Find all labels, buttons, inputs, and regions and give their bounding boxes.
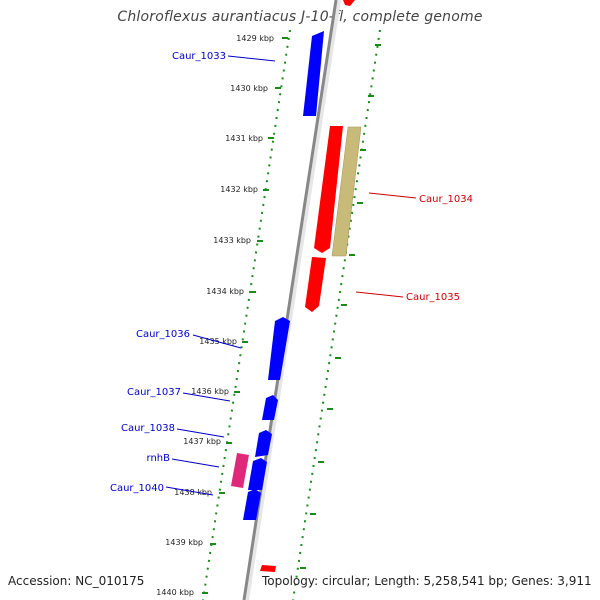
inner-dotted-track xyxy=(202,29,291,600)
gene-features xyxy=(231,0,362,572)
gene-arrow-rnhb[interactable] xyxy=(231,453,249,488)
gene-label[interactable]: Caur_1033 xyxy=(172,51,226,62)
gene-arrow-reverse-partial[interactable] xyxy=(343,0,355,6)
outer-scale-marks xyxy=(300,44,381,569)
map-title: Chloroflexus aurantiacus J-10-fl, comple… xyxy=(117,9,483,25)
tick-label: 1431 kbp xyxy=(225,134,263,143)
tick-label: 1429 kbp xyxy=(236,34,274,43)
outer-dotted-track xyxy=(292,29,381,600)
gene-label[interactable]: Caur_1037 xyxy=(127,387,181,398)
genome-backbone-shadow xyxy=(243,0,341,600)
gene-label[interactable]: Caur_1035 xyxy=(406,292,460,303)
tick-label: 1439 kbp xyxy=(165,538,203,547)
tick-label: 1430 kbp xyxy=(230,84,268,93)
gene-label[interactable]: Caur_1034 xyxy=(419,194,473,205)
gene-arrow-caur-1034[interactable] xyxy=(314,126,343,253)
topology-text: Topology: circular; Length: 5,258,541 bp… xyxy=(262,574,592,588)
gene-arrow-caur-1040[interactable] xyxy=(243,489,261,520)
gene-arrow-reverse-bottom[interactable] xyxy=(260,565,276,572)
gene-label[interactable]: Caur_1038 xyxy=(121,423,175,434)
tick-label: 1440 kbp xyxy=(156,588,194,597)
tick-label: 1436 kbp xyxy=(191,387,229,396)
tick-label: 1437 kbp xyxy=(183,437,221,446)
feature-block-khaki[interactable] xyxy=(331,126,362,257)
tick-label: 1438 kbp xyxy=(174,488,212,497)
gene-labels: Caur_1033 Caur_1034 Caur_1035 Caur_1036 … xyxy=(110,51,473,494)
gene-arrow-caur-1035[interactable] xyxy=(305,257,326,312)
gene-label[interactable]: Caur_1040 xyxy=(110,483,164,494)
gene-arrow-caur-1037[interactable] xyxy=(262,395,278,420)
tick-label: 1434 kbp xyxy=(206,287,244,296)
callout-lines xyxy=(165,55,417,496)
gene-label[interactable]: Caur_1036 xyxy=(136,329,190,340)
gene-arrow-caur-1033[interactable] xyxy=(303,31,324,116)
gene-arrow-caur-1036[interactable] xyxy=(268,317,290,380)
gene-arrow-forward-unlabeled[interactable] xyxy=(248,458,267,490)
inner-scale-marks xyxy=(202,37,288,594)
gene-arrow-caur-1038[interactable] xyxy=(255,430,272,457)
gene-label[interactable]: rnhB xyxy=(147,453,171,464)
tick-label: 1433 kbp xyxy=(213,236,251,245)
tick-label: 1432 kbp xyxy=(220,185,258,194)
accession-text: Accession: NC_010175 xyxy=(8,574,145,588)
